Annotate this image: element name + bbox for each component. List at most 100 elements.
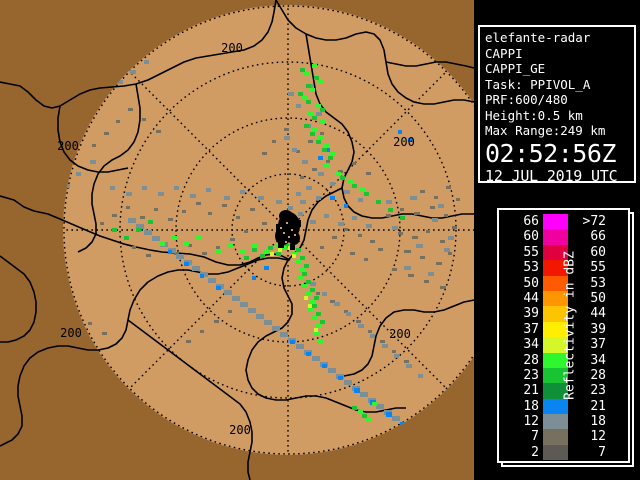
legend-lower-bound: 23 [523, 367, 539, 383]
legend-lower-bound: 39 [523, 306, 539, 322]
legend-lower-bound: 12 [523, 414, 539, 430]
legend-color-swatch [543, 414, 568, 430]
legend-color-swatch [543, 260, 568, 276]
range-ring-200km [63, 5, 474, 455]
range-label-north: 200 [221, 41, 243, 55]
height-label: Height:0.5 km [485, 107, 583, 123]
legend-upper-bound: 55 [590, 260, 606, 276]
legend-color-swatch [543, 306, 568, 322]
legend-upper-bound: 28 [590, 367, 606, 383]
range-label-southeast: 200 [389, 327, 411, 341]
radar-coverage-disc [63, 5, 474, 455]
legend-lower-bound: 60 [523, 229, 539, 245]
legend-lower-bound: 34 [523, 337, 539, 353]
legend-upper-bound: 18 [590, 414, 606, 430]
legend-lower-bound: 53 [523, 260, 539, 276]
legend-color-swatch [543, 383, 568, 399]
legend-row: 55 60 [501, 244, 612, 261]
range-label-south: 200 [229, 423, 251, 437]
legend-row: 34 37 [501, 337, 612, 353]
range-ring-labels: 200 200 200 200 200 200 [57, 41, 415, 437]
task-label: Task: PPIVOL_A [485, 76, 591, 92]
legend-color-swatch [543, 429, 568, 445]
spoke-225 [129, 229, 289, 389]
legend-lower-bound: 37 [523, 321, 539, 337]
prf-label: PRF:600/480 [485, 92, 568, 107]
legend-lower-bound: 28 [523, 352, 539, 368]
legend-row: 28 34 [501, 352, 612, 368]
range-label-northeast: 200 [393, 135, 415, 149]
legend-color-swatch [543, 352, 568, 368]
legend-upper-bound: 21 [590, 398, 606, 414]
legend-row: 53 55 [501, 260, 612, 276]
legend-upper-bound: 7 [598, 444, 606, 460]
legend-color-swatch [543, 444, 568, 461]
legend-color-swatch [543, 244, 568, 261]
reflectivity-echoes [63, 60, 460, 427]
radar-info-panel: elefante-radar CAPPI CAPPI_GE Task: PPIV… [478, 25, 636, 185]
legend-row: 50 53 [501, 275, 612, 291]
legend-upper-bound: 44 [590, 306, 606, 322]
legend-row: 39 44 [501, 306, 612, 322]
legend-row: 23 28 [501, 367, 612, 384]
legend-row: 12 18 [501, 414, 612, 430]
scan-date-display: 12 JUL 2019 UTC [485, 166, 618, 185]
radar-map-panel[interactable]: 200 200 200 200 200 200 [0, 0, 474, 480]
legend-upper-bound: >72 [582, 214, 606, 229]
legend-row: 7 12 [501, 429, 612, 445]
radar-map-canvas[interactable]: 200 200 200 200 200 200 [0, 0, 474, 480]
clutter-texture-holes [280, 222, 296, 243]
legend-color-swatch [543, 275, 568, 291]
legend-row: 60 66 [501, 229, 612, 245]
reflectivity-legend-panel: 66 >72 60 66 55 60 53 55 50 53 44 50 39 44 37 39 34 37 28 3… [497, 208, 630, 463]
legend-lower-bound: 2 [531, 444, 539, 460]
product-label: CAPPI [485, 45, 523, 61]
legend-lower-bound: 21 [523, 383, 539, 399]
legend-row: 44 50 [501, 290, 612, 307]
legend-color-swatch [543, 214, 568, 230]
site-name-label: elefante-radar [485, 30, 591, 45]
legend-upper-bound: 37 [590, 337, 606, 353]
legend-upper-bound: 50 [590, 290, 606, 306]
spoke-045 [287, 71, 447, 231]
legend-lower-bound: 18 [523, 398, 539, 414]
legend-lower-bound: 44 [523, 290, 539, 306]
legend-upper-bound: 12 [590, 429, 606, 445]
product-id-label: CAPPI_GE [485, 61, 546, 76]
scan-time-display: 02:52:56Z [485, 138, 616, 168]
legend-upper-bound: 34 [590, 352, 606, 368]
legend-row: 66 >72 [501, 214, 612, 230]
spoke-315 [129, 71, 289, 231]
spoke-135 [287, 229, 447, 389]
legend-lower-bound: 66 [523, 214, 539, 229]
echo-field-28-37dbz [160, 64, 377, 422]
legend-upper-bound: 23 [590, 383, 606, 399]
max-range-label: Max Range:249 km [485, 123, 606, 138]
legend-lower-bound: 7 [531, 429, 539, 445]
legend-color-swatch [543, 398, 568, 415]
legend-axis-title: Reflectivity in dBZ [562, 251, 578, 400]
legend-rows: 66 >72 60 66 55 60 53 55 50 53 44 50 39 44 37 39 34 37 28 3… [501, 214, 612, 461]
range-ring-150km [119, 61, 457, 399]
political-borders [0, 0, 474, 480]
azimuth-spokes [64, 6, 474, 454]
legend-row: 37 39 [501, 321, 612, 338]
legend-upper-bound: 39 [590, 321, 606, 337]
legend-row: 18 21 [501, 398, 612, 415]
range-label-southwest: 200 [60, 326, 82, 340]
legend-row: 21 23 [501, 383, 612, 399]
legend-upper-bound: 53 [590, 275, 606, 291]
legend-color-swatch [543, 367, 568, 384]
echo-field-7-12dbz [63, 108, 460, 363]
range-label-northwest: 200 [57, 139, 79, 153]
legend-color-swatch [543, 290, 568, 307]
legend-color-swatch [543, 321, 568, 338]
legend-upper-bound: 66 [590, 229, 606, 245]
legend-lower-bound: 50 [523, 275, 539, 291]
legend-upper-bound: 60 [590, 244, 606, 260]
legend-color-swatch [543, 337, 568, 353]
legend-lower-bound: 55 [523, 244, 539, 260]
legend-color-swatch [543, 229, 568, 245]
